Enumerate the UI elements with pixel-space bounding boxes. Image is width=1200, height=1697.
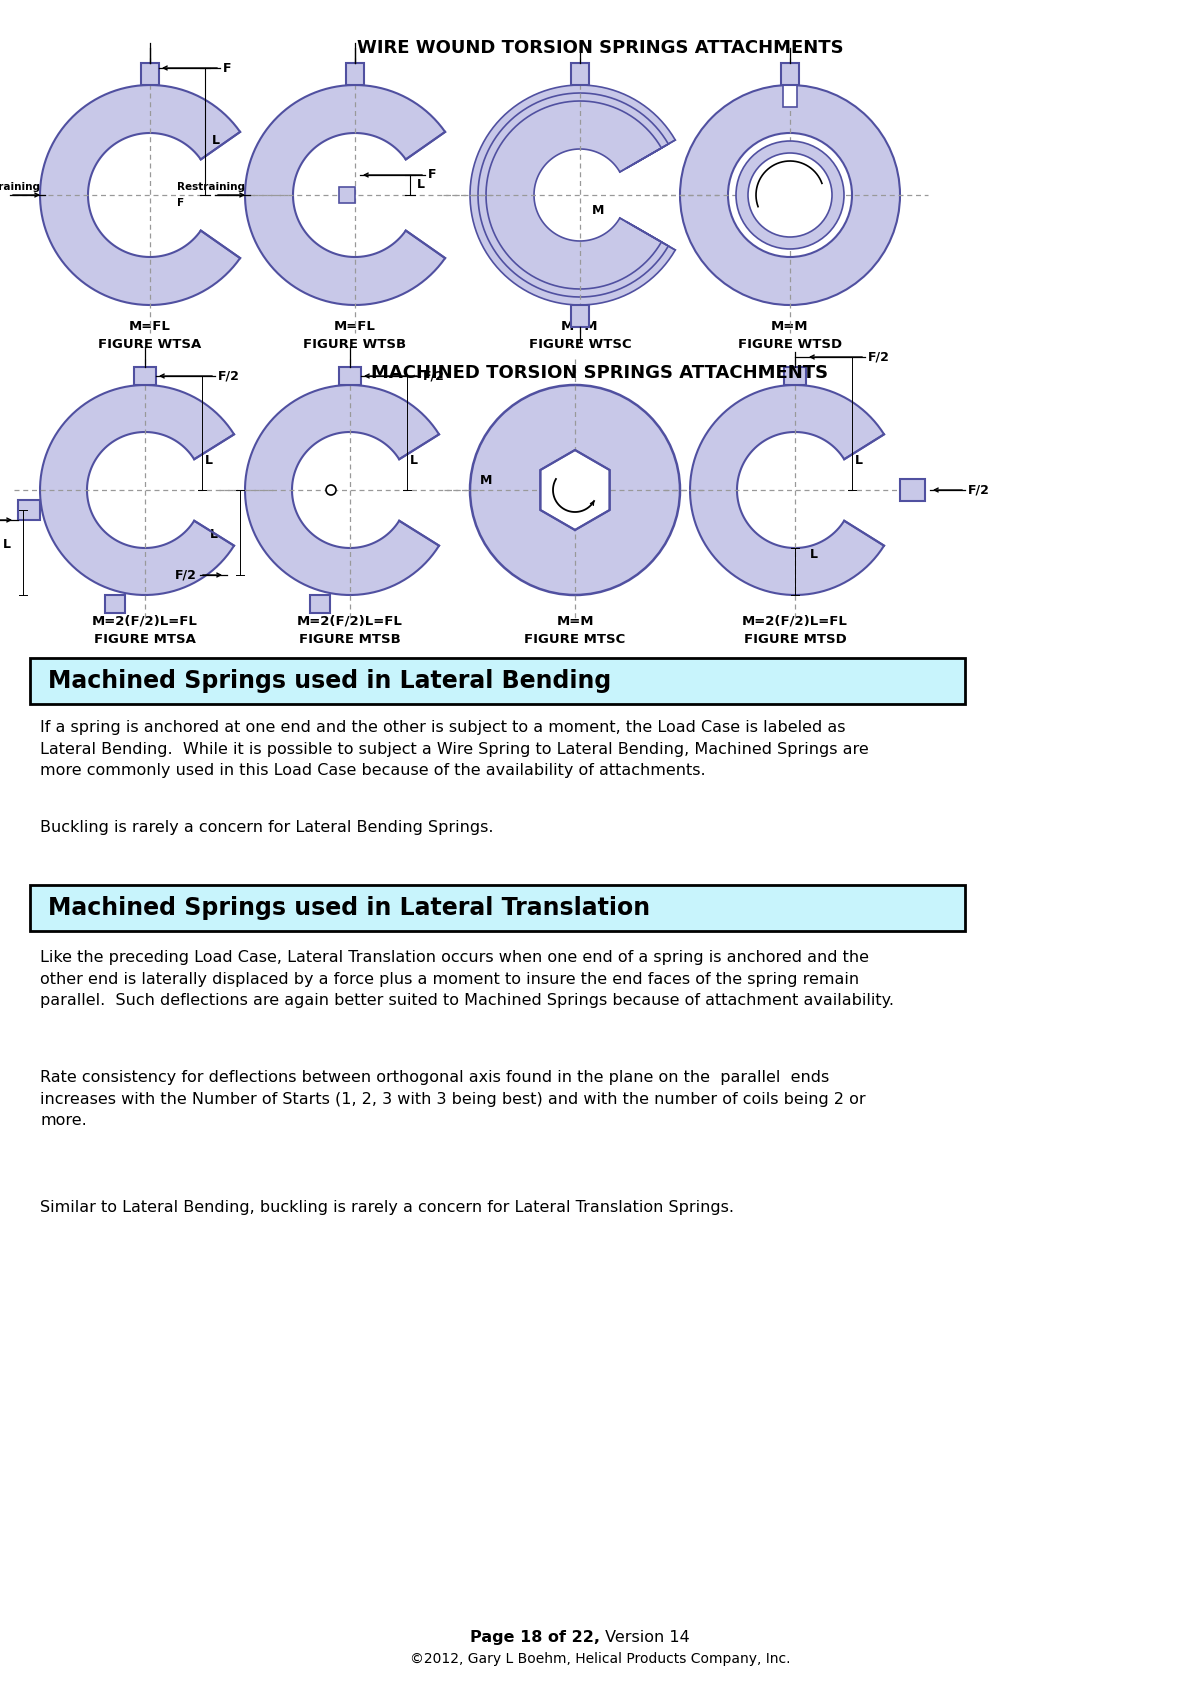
Text: L: L: [418, 178, 425, 192]
Circle shape: [470, 385, 680, 596]
Text: FIGURE WTSA: FIGURE WTSA: [98, 338, 202, 351]
Polygon shape: [486, 102, 661, 288]
Text: L: L: [810, 548, 818, 562]
FancyBboxPatch shape: [30, 886, 965, 932]
Text: M=2(F/2)L=FL: M=2(F/2)L=FL: [298, 614, 403, 628]
Text: ©2012, Gary L Boehm, Helical Products Company, Inc.: ©2012, Gary L Boehm, Helical Products Co…: [409, 1651, 791, 1666]
Text: Restraining: Restraining: [0, 182, 40, 192]
Text: F: F: [428, 168, 437, 182]
Text: Restraining: Restraining: [178, 182, 245, 192]
Bar: [784, 85, 797, 107]
Text: F/2: F/2: [175, 568, 197, 582]
Text: FIGURE WTSD: FIGURE WTSD: [738, 338, 842, 351]
Polygon shape: [245, 85, 445, 305]
Text: F: F: [178, 199, 184, 209]
Text: F/2: F/2: [424, 370, 445, 382]
Text: M: M: [480, 473, 492, 487]
Text: L: L: [2, 538, 11, 552]
Text: F/2: F/2: [968, 484, 990, 497]
Text: M=M: M=M: [557, 614, 594, 628]
Bar: [784, 367, 806, 385]
Text: FIGURE MTSA: FIGURE MTSA: [94, 633, 196, 647]
Text: If a spring is anchored at one end and the other is subject to a moment, the Loa: If a spring is anchored at one end and t…: [40, 720, 869, 779]
Text: M=FL: M=FL: [130, 321, 170, 333]
Polygon shape: [690, 385, 884, 596]
Polygon shape: [470, 85, 676, 305]
Text: MACHINED TORSION SPRINGS ATTACHMENTS: MACHINED TORSION SPRINGS ATTACHMENTS: [372, 363, 828, 382]
Bar: [310, 596, 330, 613]
Text: L: L: [410, 453, 418, 467]
Text: FIGURE MTSB: FIGURE MTSB: [299, 633, 401, 647]
Text: M: M: [808, 219, 821, 231]
Text: M=M: M=M: [562, 321, 599, 333]
Text: Like the preceding Load Case, Lateral Translation occurs when one end of a sprin: Like the preceding Load Case, Lateral Tr…: [40, 950, 894, 1008]
Circle shape: [736, 141, 844, 249]
Text: Version 14: Version 14: [600, 1631, 690, 1644]
Polygon shape: [40, 385, 234, 596]
Bar: [106, 596, 125, 613]
FancyBboxPatch shape: [30, 658, 965, 704]
Bar: [340, 187, 355, 204]
Circle shape: [680, 85, 900, 305]
Text: Rate consistency for deflections between orthogonal axis found in the plane on t: Rate consistency for deflections between…: [40, 1071, 865, 1129]
Text: Similar to Lateral Bending, buckling is rarely a concern for Lateral Translation: Similar to Lateral Bending, buckling is …: [40, 1200, 734, 1215]
Bar: [142, 63, 158, 85]
Polygon shape: [40, 85, 240, 305]
Circle shape: [748, 153, 832, 238]
Text: M=M: M=M: [772, 321, 809, 333]
Text: M=2(F/2)L=FL: M=2(F/2)L=FL: [92, 614, 198, 628]
Text: WIRE WOUND TORSION SPRINGS ATTACHMENTS: WIRE WOUND TORSION SPRINGS ATTACHMENTS: [356, 39, 844, 58]
Bar: [340, 367, 361, 385]
Circle shape: [326, 485, 336, 496]
Text: F/2: F/2: [868, 351, 890, 363]
Polygon shape: [245, 385, 439, 596]
Text: F: F: [223, 61, 232, 75]
Text: M=2(F/2)L=FL: M=2(F/2)L=FL: [742, 614, 848, 628]
Bar: [134, 367, 156, 385]
Bar: [900, 479, 925, 501]
Text: Page 18 of 22,: Page 18 of 22,: [470, 1631, 600, 1644]
Text: Machined Springs used in Lateral Bending: Machined Springs used in Lateral Bending: [48, 669, 611, 692]
Text: Buckling is rarely a concern for Lateral Bending Springs.: Buckling is rarely a concern for Lateral…: [40, 820, 493, 835]
Text: Machined Springs used in Lateral Translation: Machined Springs used in Lateral Transla…: [48, 896, 650, 920]
Text: L: L: [854, 453, 863, 467]
Text: M: M: [592, 204, 605, 217]
Bar: [781, 63, 799, 85]
Text: FIGURE WTSC: FIGURE WTSC: [529, 338, 631, 351]
Text: FIGURE WTSB: FIGURE WTSB: [304, 338, 407, 351]
Polygon shape: [540, 450, 610, 529]
Text: M=FL: M=FL: [334, 321, 376, 333]
Text: L: L: [212, 134, 220, 146]
Text: F/2: F/2: [218, 370, 240, 382]
Text: L: L: [210, 528, 218, 541]
Bar: [571, 305, 589, 328]
Bar: [346, 63, 364, 85]
Text: FIGURE MTSC: FIGURE MTSC: [524, 633, 625, 647]
Bar: [571, 63, 589, 85]
Text: FIGURE MTSD: FIGURE MTSD: [744, 633, 846, 647]
Text: L: L: [205, 453, 214, 467]
Polygon shape: [478, 93, 668, 297]
Bar: [18, 501, 40, 519]
Circle shape: [728, 132, 852, 256]
